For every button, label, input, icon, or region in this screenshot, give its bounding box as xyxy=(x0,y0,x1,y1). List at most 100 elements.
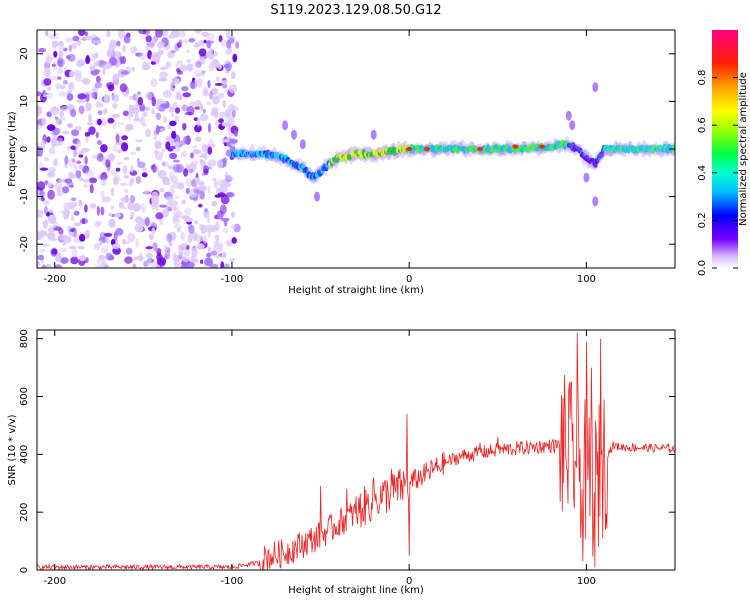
spectrogram-noise-blob xyxy=(151,195,160,206)
spectrogram-noise-blob xyxy=(204,208,208,213)
spectrogram-noise-blob xyxy=(186,49,190,54)
spectrogram-noise-blob xyxy=(79,255,86,262)
spectrogram-noise-blob xyxy=(227,132,234,137)
spectrogram-noise-blob xyxy=(108,218,116,228)
spectrogram-noise-blob xyxy=(224,240,234,246)
spectrogram-noise-blob xyxy=(122,165,128,175)
spectrogram-noise-blob xyxy=(183,249,191,257)
spectrogram-noise-blob xyxy=(94,264,104,268)
spectrogram-noise-blob xyxy=(178,249,184,258)
spectrogram-noise-blob xyxy=(140,202,146,213)
spectrogram-noise-blob xyxy=(139,116,146,126)
spectrogram-noise-blob xyxy=(139,104,146,112)
spectrogram-noise-blob xyxy=(182,122,187,131)
spectrogram-noise-blob xyxy=(118,30,125,39)
spectrogram-noise-blob xyxy=(225,149,232,157)
spectrogram-noise-blob xyxy=(88,177,97,184)
spectrogram-noise-blob xyxy=(116,40,121,47)
spectrogram-noise-blob xyxy=(78,30,86,36)
spectrogram-noise-blob xyxy=(205,224,213,233)
spectrogram-blob xyxy=(299,139,306,150)
spectrogram-noise-blob xyxy=(231,71,236,79)
spectrogram-noise-blob xyxy=(175,62,180,70)
spectrogram-noise-blob xyxy=(93,243,101,250)
spectrogram-noise-blob xyxy=(96,75,101,83)
spectrogram-noise-blob xyxy=(41,117,47,126)
spectrogram-noise-blob xyxy=(141,172,148,178)
spectrogram-noise-blob xyxy=(93,69,101,73)
spectrogram-noise-blob xyxy=(215,187,222,193)
spectrogram-noise-blob xyxy=(196,78,203,88)
spectrogram-noise-blob xyxy=(207,185,211,194)
spectrogram-noise-blob xyxy=(145,45,150,51)
spectrogram-noise-blob xyxy=(221,251,227,259)
snr-y-tick-label: 200 xyxy=(19,503,30,522)
spectrogram-noise-blob xyxy=(221,122,229,127)
spectrogram-noise-blob xyxy=(170,81,176,92)
spectrogram-noise-blob xyxy=(87,121,93,126)
spectrogram-noise-blob xyxy=(207,159,217,167)
spectrogram-noise-blob xyxy=(183,168,189,177)
spectrogram-noise-blob xyxy=(160,127,164,132)
spectrogram-noise-blob xyxy=(37,181,46,191)
spectrogram-noise-blob xyxy=(105,236,109,244)
spectrogram-noise-blob xyxy=(168,106,174,113)
spectrogram-noise-blob xyxy=(222,227,228,234)
spectrogram-noise-blob xyxy=(163,116,168,124)
spectrogram-noise-blob xyxy=(221,217,230,222)
spectrogram-noise-blob xyxy=(69,231,74,237)
spectrogram-noise-blob xyxy=(231,105,239,112)
spectrogram-noise-blob xyxy=(198,203,203,208)
spectrogram-noise-blob xyxy=(129,170,138,176)
spectrogram-noise-blob xyxy=(69,245,76,250)
spectrogram-noise-blob xyxy=(118,201,125,209)
spectrogram-noise-blob xyxy=(229,37,235,44)
spectrogram-noise-blob xyxy=(171,30,180,38)
spectrogram-noise-blob xyxy=(71,248,78,258)
snr-y-tick-label: 600 xyxy=(19,387,30,406)
spectrogram-noise-blob xyxy=(66,55,71,60)
spectrogram-noise-blob xyxy=(78,105,85,115)
spectrogram-noise-blob xyxy=(58,91,68,97)
spectrogram-noise-blob xyxy=(170,50,176,54)
spectrogram-noise-blob xyxy=(43,93,47,98)
spectrogram-ridge-mark xyxy=(266,149,271,155)
spectrogram-x-tick-label: -200 xyxy=(43,274,66,285)
spectrogram-noise-blob xyxy=(172,101,178,108)
spectrogram-noise-blob xyxy=(189,80,198,90)
spectrogram-noise-blob xyxy=(138,53,148,60)
spectrogram-noise-blob xyxy=(213,51,219,57)
spectrogram-noise-blob xyxy=(69,228,76,233)
spectrogram-x-tick-label: -100 xyxy=(221,274,244,285)
spectrogram-noise-blob xyxy=(84,155,88,165)
spectrogram-noise-blob xyxy=(216,76,220,82)
spectrogram-noise-blob xyxy=(89,65,96,71)
spectrogram-noise-blob xyxy=(93,220,102,228)
spectrogram-noise-blob xyxy=(208,47,214,55)
spectrogram-noise-blob xyxy=(159,204,168,208)
spectrogram-noise-blob xyxy=(179,64,188,72)
spectrogram-noise-blob xyxy=(50,106,60,116)
spectrogram-noise-blob xyxy=(64,155,69,165)
spectrogram-noise-blob xyxy=(45,56,53,64)
spectrogram-noise-blob xyxy=(173,211,177,216)
spectrogram-noise-blob xyxy=(145,106,151,112)
spectrogram-noise-blob xyxy=(214,234,220,240)
spectrogram-noise-blob xyxy=(129,95,134,101)
spectrogram-noise-blob xyxy=(110,187,115,196)
spectrogram-noise-blob xyxy=(58,44,66,51)
spectrogram-hotspot xyxy=(539,144,546,149)
spectrogram-noise-blob xyxy=(37,124,43,129)
spectrogram-noise-blob xyxy=(99,232,107,239)
spectrogram-noise-blob xyxy=(194,106,201,110)
spectrogram-noise-blob xyxy=(214,194,222,198)
spectrogram-noise-blob xyxy=(116,149,123,154)
spectrogram-noise-blob xyxy=(79,233,86,242)
spectrogram-noise-blob xyxy=(172,252,176,260)
spectrogram-noise-blob xyxy=(220,204,227,215)
spectrogram-noise-blob xyxy=(46,182,53,187)
spectrogram-noise-blob xyxy=(129,151,137,155)
spectrogram-noise-blob xyxy=(194,30,202,34)
spectrogram-ridge-mark xyxy=(578,147,583,154)
spectrogram-blob xyxy=(592,196,599,207)
